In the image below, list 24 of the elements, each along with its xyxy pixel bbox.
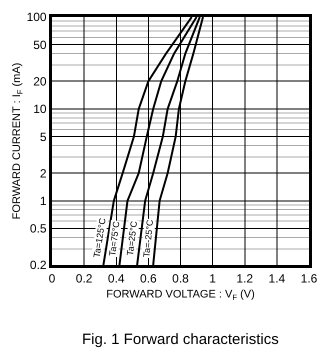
y-tick-label: 20 xyxy=(33,74,47,88)
x-tick-label: 0.8 xyxy=(172,271,190,286)
y-tick-label: 10 xyxy=(33,102,47,116)
y-tick-label: 50 xyxy=(33,38,47,52)
x-tick-label: 0.6 xyxy=(140,271,158,286)
y-tick-label: 1 xyxy=(40,194,47,208)
y-tick-label: 100 xyxy=(26,10,47,24)
x-tick-label: 1.6 xyxy=(300,271,318,286)
x-tick-label: 1.4 xyxy=(268,271,286,286)
x-tick-label: 0.4 xyxy=(108,271,125,286)
y-tick-label: 0.5 xyxy=(30,222,47,236)
text: Fig. 1 Forward characteristics xyxy=(82,331,279,348)
x-axis-title: FORWARD VOLTAGE : V$_{F}$ (V) xyxy=(106,288,255,302)
text: Ta=75°C xyxy=(107,220,122,257)
x-tick-label: 0 xyxy=(48,271,56,286)
x-tick-label: 1.2 xyxy=(236,271,254,286)
x-tick-label: 1 xyxy=(209,271,216,286)
text: Ta=-25°C xyxy=(141,218,156,258)
y-tick-label: 2 xyxy=(40,166,47,180)
text: Ta=125°C xyxy=(92,216,108,258)
x-tick-label: 0.2 xyxy=(76,271,93,286)
y-tick-label: 5 xyxy=(40,130,47,144)
text: Ta=25°C xyxy=(124,220,140,256)
y-tick-label: 0.2 xyxy=(30,258,47,272)
